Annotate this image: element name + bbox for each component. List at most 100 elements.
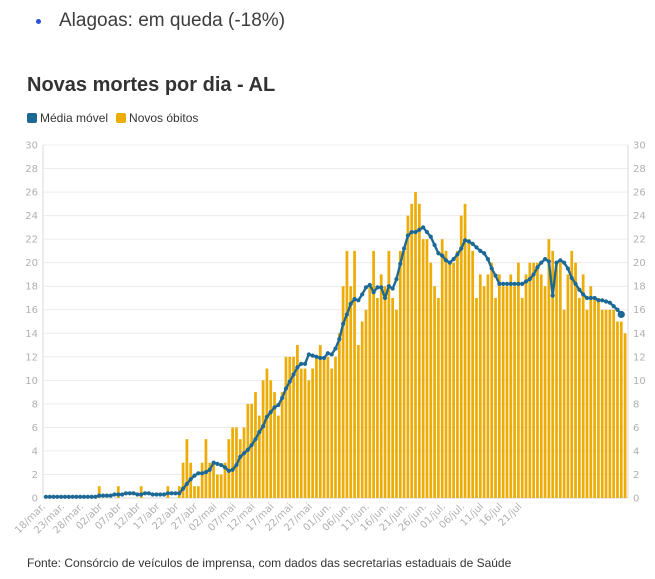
- bar: [509, 274, 513, 498]
- moving-average-point: [447, 260, 452, 265]
- y-tick-label-right: 10: [633, 376, 646, 387]
- moving-average-point: [196, 471, 201, 476]
- moving-average-point: [584, 295, 590, 301]
- moving-average-point: [386, 284, 391, 289]
- moving-average-point: [337, 337, 342, 342]
- moving-average-point: [249, 442, 254, 448]
- bar: [398, 250, 402, 498]
- bar: [330, 368, 334, 498]
- bar: [482, 286, 486, 498]
- moving-average-point: [268, 410, 273, 415]
- moving-average-point: [158, 492, 163, 497]
- moving-average-point: [375, 285, 380, 290]
- bar: [254, 392, 257, 498]
- moving-average-point: [413, 229, 418, 235]
- source-note: Fonte: Consórcio de veículos de imprensa…: [27, 556, 512, 570]
- bar: [349, 286, 353, 498]
- moving-average-point: [66, 494, 71, 499]
- moving-average-point: [310, 353, 315, 358]
- moving-average-point: [78, 494, 83, 499]
- moving-average-point: [325, 351, 330, 356]
- moving-average-point: [550, 293, 555, 298]
- moving-average-point: [62, 494, 68, 499]
- bar: [623, 333, 627, 498]
- moving-average-point: [417, 227, 422, 232]
- y-tick-label-right: 8: [633, 399, 639, 410]
- bar: [486, 274, 490, 498]
- moving-average-point: [329, 352, 334, 357]
- bar: [276, 415, 280, 498]
- bar: [395, 309, 398, 498]
- moving-average-point: [542, 257, 548, 262]
- bar: [547, 239, 551, 498]
- moving-average-point: [440, 253, 445, 258]
- bar: [231, 427, 234, 498]
- bar: [181, 462, 185, 498]
- legend-label-new-deaths: Novos óbitos: [129, 111, 199, 125]
- legend-item-moving-average[interactable]: Média móvel: [27, 111, 108, 125]
- y-tick-label-left: 28: [25, 164, 38, 175]
- bar: [612, 309, 616, 498]
- moving-average-point: [523, 279, 529, 284]
- moving-average-point: [482, 251, 487, 256]
- bar: [536, 262, 539, 498]
- y-tick-label-right: 30: [633, 141, 646, 152]
- y-tick-label-left: 8: [32, 399, 38, 410]
- bar: [372, 250, 375, 498]
- chart-title: Novas mortes por dia - AL: [27, 74, 276, 96]
- moving-average-point: [485, 257, 491, 262]
- moving-average-point: [161, 492, 167, 497]
- moving-average-point: [203, 470, 209, 475]
- bar: [139, 486, 143, 498]
- moving-average-point: [436, 251, 441, 256]
- moving-average-point: [131, 491, 136, 496]
- y-tick-label-right: 16: [633, 305, 646, 316]
- y-tick-label-left: 26: [25, 188, 38, 199]
- bullet-dot-icon: [36, 18, 41, 24]
- moving-average-point: [211, 460, 216, 465]
- moving-average-point: [501, 281, 506, 286]
- moving-average-point: [219, 462, 224, 468]
- moving-average-point: [165, 491, 170, 496]
- moving-average-point: [348, 301, 353, 306]
- moving-average-point: [230, 467, 235, 472]
- moving-average-point: [215, 461, 220, 466]
- moving-average-last-point: [617, 310, 625, 319]
- bar: [307, 380, 311, 498]
- bar: [421, 239, 425, 498]
- moving-average-point: [74, 494, 79, 499]
- bar: [391, 297, 395, 498]
- bar: [459, 215, 463, 498]
- moving-average-point: [127, 491, 132, 496]
- moving-average-point: [398, 261, 403, 266]
- y-tick-label-left: 4: [32, 446, 38, 457]
- moving-average-point: [234, 462, 239, 468]
- y-tick-label-left: 20: [25, 258, 38, 269]
- bar: [97, 486, 101, 498]
- moving-average-point: [291, 372, 296, 377]
- bar: [494, 297, 497, 498]
- bar: [334, 356, 337, 498]
- y-tick-label-right: 26: [633, 188, 646, 199]
- bar: [292, 356, 295, 498]
- bar: [410, 203, 414, 499]
- bar: [219, 474, 223, 498]
- legend-item-new-deaths[interactable]: Novos óbitos: [116, 111, 198, 125]
- bar: [444, 250, 448, 498]
- bar: [456, 250, 459, 498]
- bar: [604, 309, 608, 498]
- bar: [265, 368, 269, 498]
- bar: [208, 462, 212, 498]
- moving-average-point: [390, 286, 395, 291]
- moving-average-point: [489, 266, 494, 271]
- moving-average-point: [443, 258, 449, 263]
- moving-average-point: [135, 492, 140, 497]
- moving-average-point: [474, 245, 479, 250]
- moving-average-point: [466, 239, 471, 244]
- moving-average-point: [180, 486, 186, 491]
- moving-average-point: [558, 258, 563, 263]
- bar: [463, 203, 467, 499]
- moving-average-point: [577, 287, 582, 292]
- y-tick-label-left: 10: [25, 376, 38, 387]
